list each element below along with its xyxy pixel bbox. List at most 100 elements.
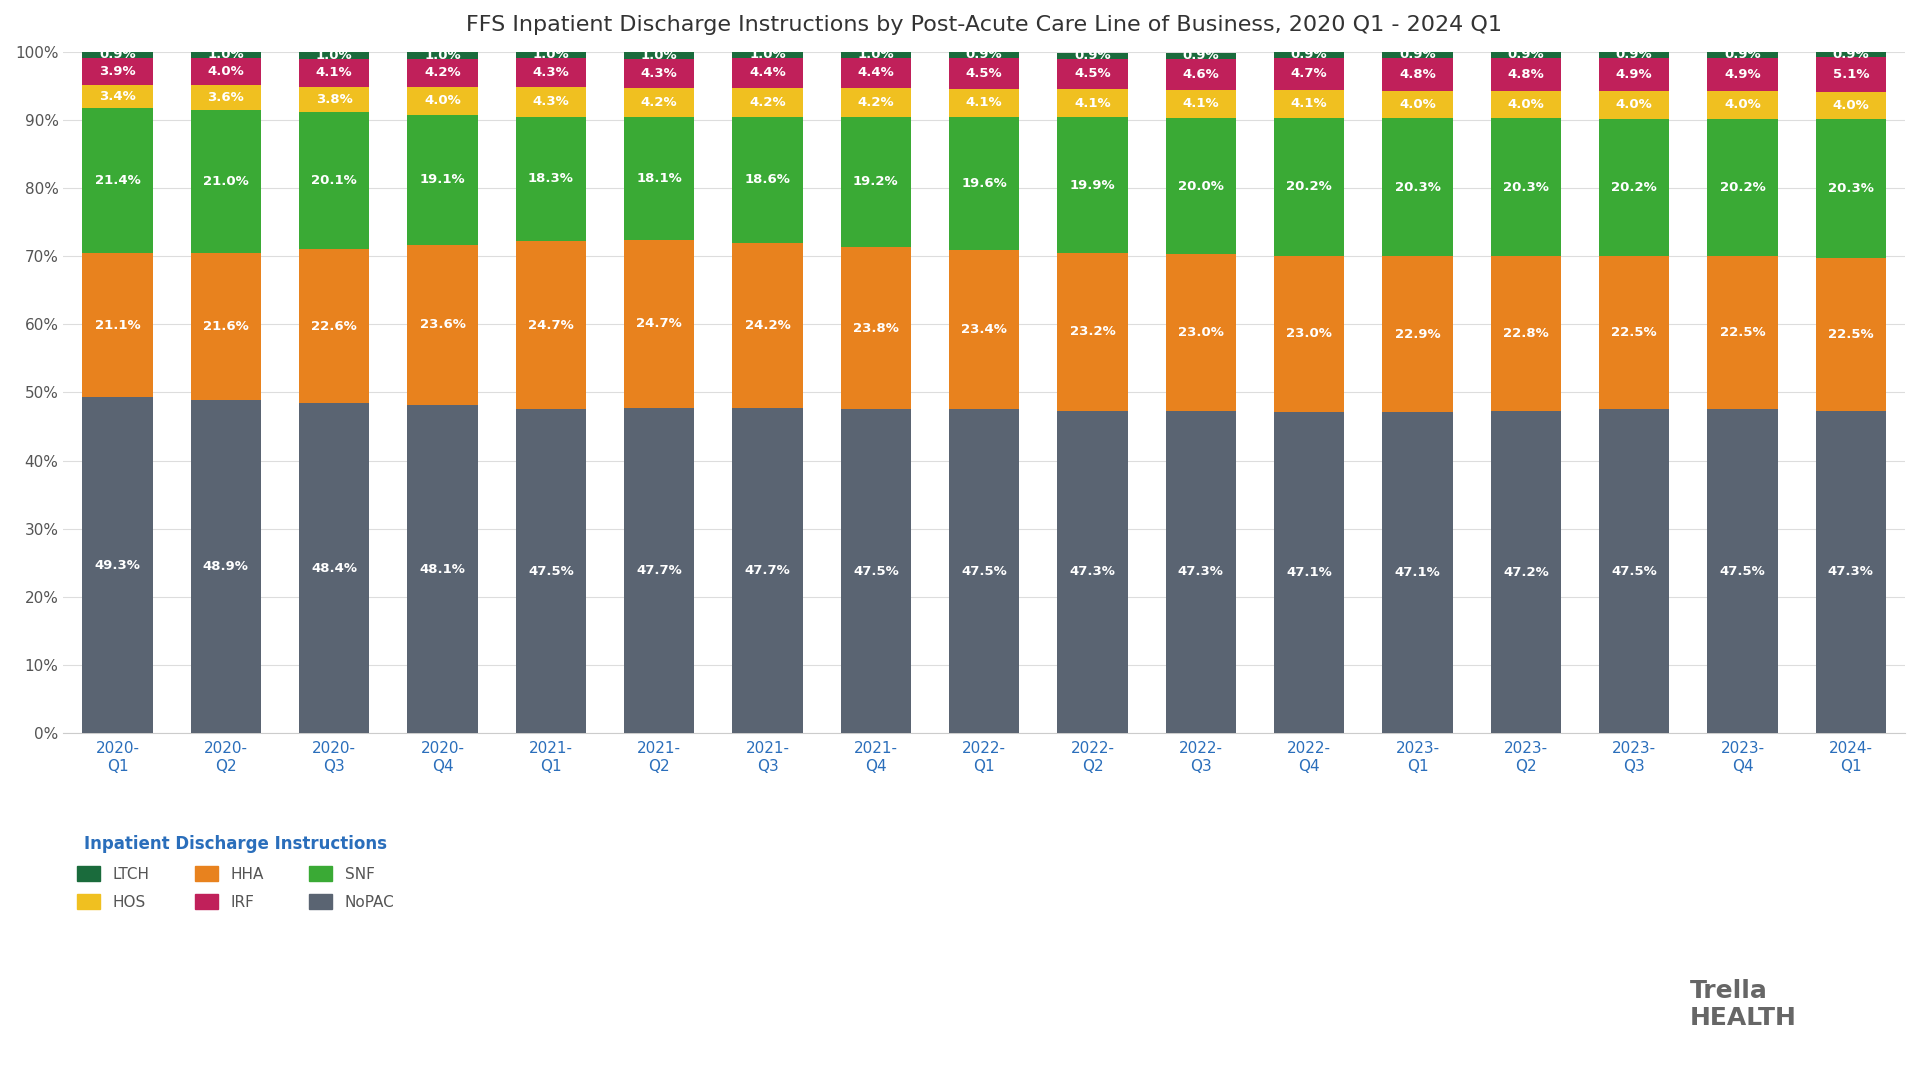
Text: 22.5%: 22.5%: [1828, 327, 1874, 340]
Bar: [1490, 91, 1561, 118]
Title: FFS Inpatient Discharge Instructions by Post-Acute Care Line of Business, 2020 Q: FFS Inpatient Discharge Instructions by …: [467, 15, 1501, 35]
Bar: [732, 51, 803, 58]
Text: 4.4%: 4.4%: [749, 67, 785, 80]
Text: 4.7%: 4.7%: [1290, 67, 1327, 81]
Bar: [190, 85, 261, 110]
Bar: [732, 87, 803, 117]
Text: 21.0%: 21.0%: [204, 175, 250, 188]
Bar: [624, 408, 695, 733]
Bar: [1816, 119, 1885, 257]
Text: 1.0%: 1.0%: [207, 48, 244, 62]
Bar: [1490, 58, 1561, 91]
Bar: [300, 249, 369, 403]
Text: 4.1%: 4.1%: [317, 66, 353, 79]
Bar: [624, 240, 695, 408]
Text: 0.9%: 0.9%: [1724, 49, 1761, 62]
Text: 4.3%: 4.3%: [532, 66, 568, 79]
Bar: [1816, 257, 1885, 410]
Bar: [1275, 52, 1344, 58]
Bar: [407, 58, 478, 87]
Bar: [1816, 51, 1885, 57]
Bar: [1382, 118, 1453, 256]
Bar: [1707, 409, 1778, 733]
Text: 3.8%: 3.8%: [315, 93, 353, 106]
Text: 4.8%: 4.8%: [1400, 68, 1436, 81]
Bar: [1707, 58, 1778, 92]
Bar: [1490, 118, 1561, 256]
Text: 23.2%: 23.2%: [1069, 325, 1116, 338]
Text: 4.0%: 4.0%: [424, 94, 461, 107]
Bar: [624, 87, 695, 117]
Bar: [1599, 92, 1668, 119]
Text: 23.0%: 23.0%: [1177, 326, 1223, 339]
Text: 4.6%: 4.6%: [1183, 68, 1219, 81]
Bar: [1058, 118, 1127, 253]
Bar: [841, 51, 912, 58]
Bar: [732, 117, 803, 243]
Bar: [1058, 58, 1127, 90]
Text: 20.3%: 20.3%: [1828, 181, 1874, 194]
Text: 0.9%: 0.9%: [1290, 49, 1327, 62]
Text: 4.4%: 4.4%: [858, 67, 895, 80]
Bar: [1058, 53, 1127, 58]
Bar: [1382, 413, 1453, 733]
Bar: [1165, 254, 1236, 410]
Text: 4.1%: 4.1%: [1073, 97, 1112, 110]
Text: 0.9%: 0.9%: [1832, 48, 1870, 60]
Text: 22.8%: 22.8%: [1503, 327, 1549, 340]
Text: 47.3%: 47.3%: [1177, 566, 1223, 579]
Text: 47.5%: 47.5%: [852, 565, 899, 578]
Bar: [624, 58, 695, 87]
Bar: [1165, 53, 1236, 58]
Text: 4.2%: 4.2%: [858, 96, 895, 109]
Text: 48.1%: 48.1%: [420, 563, 465, 576]
Bar: [948, 409, 1020, 733]
Text: 20.1%: 20.1%: [311, 174, 357, 188]
Text: 47.1%: 47.1%: [1286, 566, 1332, 579]
Text: 1.0%: 1.0%: [858, 48, 895, 62]
Text: 18.6%: 18.6%: [745, 174, 791, 187]
Text: 3.9%: 3.9%: [100, 65, 136, 78]
Bar: [1490, 256, 1561, 411]
Bar: [516, 87, 586, 117]
Bar: [407, 405, 478, 733]
Text: 4.1%: 4.1%: [1290, 97, 1327, 110]
Bar: [516, 58, 586, 87]
Bar: [300, 52, 369, 58]
Text: 4.9%: 4.9%: [1724, 68, 1761, 81]
Text: 1.0%: 1.0%: [317, 49, 353, 62]
Bar: [190, 400, 261, 733]
Bar: [1382, 91, 1453, 118]
Text: 4.0%: 4.0%: [207, 65, 244, 78]
Bar: [1382, 58, 1453, 91]
Bar: [1275, 90, 1344, 118]
Text: Trella
HEALTH: Trella HEALTH: [1690, 978, 1797, 1030]
Bar: [948, 117, 1020, 251]
Text: 1.0%: 1.0%: [749, 48, 785, 62]
Text: 5.1%: 5.1%: [1832, 68, 1868, 81]
Text: 21.6%: 21.6%: [204, 320, 250, 333]
Text: 22.9%: 22.9%: [1394, 327, 1440, 340]
Text: 0.9%: 0.9%: [1183, 49, 1219, 62]
Text: 1.0%: 1.0%: [532, 48, 568, 62]
Text: 4.0%: 4.0%: [1507, 98, 1544, 111]
Text: 21.1%: 21.1%: [94, 319, 140, 332]
Bar: [1490, 52, 1561, 58]
Bar: [732, 408, 803, 733]
Text: 1.0%: 1.0%: [641, 49, 678, 62]
Bar: [407, 87, 478, 114]
Bar: [516, 51, 586, 58]
Text: 24.7%: 24.7%: [636, 318, 682, 330]
Text: 20.2%: 20.2%: [1286, 180, 1332, 193]
Text: 23.6%: 23.6%: [420, 319, 465, 332]
Text: 18.1%: 18.1%: [636, 172, 682, 185]
Bar: [948, 52, 1020, 58]
Bar: [1816, 57, 1885, 92]
Text: 47.7%: 47.7%: [745, 564, 791, 577]
Bar: [407, 52, 478, 58]
Text: 20.3%: 20.3%: [1394, 180, 1440, 193]
Bar: [1058, 253, 1127, 410]
Text: 0.9%: 0.9%: [1400, 49, 1436, 62]
Text: 19.9%: 19.9%: [1069, 178, 1116, 191]
Bar: [1816, 410, 1885, 733]
